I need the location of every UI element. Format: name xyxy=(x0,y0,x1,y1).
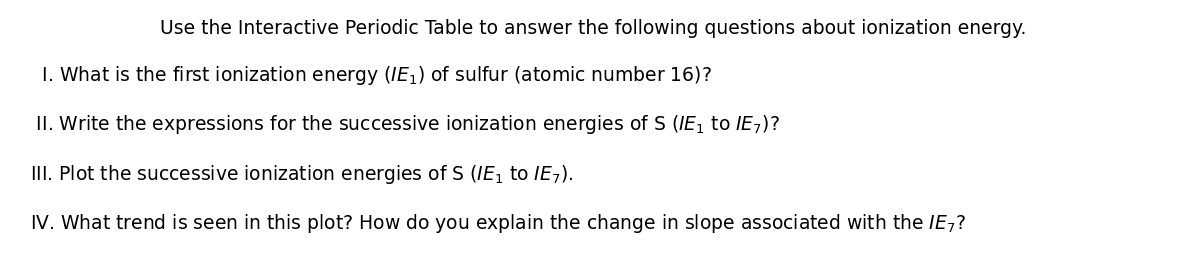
Text: III. Plot the successive ionization energies of S ($\mathit{IE}_{1}$ to $\mathit: III. Plot the successive ionization ener… xyxy=(30,163,573,186)
Text: IV. What trend is seen in this plot? How do you explain the change in slope asso: IV. What trend is seen in this plot? How… xyxy=(30,212,965,235)
Text: Use the Interactive Periodic Table to answer the following questions about ioniz: Use the Interactive Periodic Table to an… xyxy=(160,19,1026,38)
Text: II. Write the expressions for the successive ionization energies of S ($\mathit{: II. Write the expressions for the succes… xyxy=(30,113,779,136)
Text: I. What is the first ionization energy ($\mathit{IE}_{1}$) of sulfur (atomic num: I. What is the first ionization energy (… xyxy=(30,64,712,87)
